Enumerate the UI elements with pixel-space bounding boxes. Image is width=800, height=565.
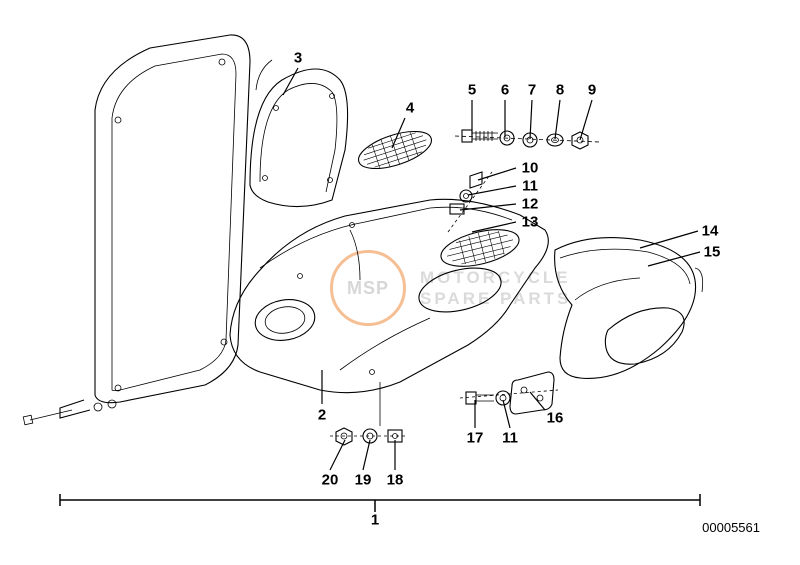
callout-11: 11 [502, 430, 518, 447]
leader-lines [283, 68, 700, 470]
callout-13: 13 [522, 214, 539, 231]
callout-10: 10 [522, 160, 539, 177]
part-fasteners-lower [330, 382, 408, 445]
callout-18: 18 [387, 472, 404, 489]
callout-8: 8 [556, 82, 564, 99]
part-fairing-right [555, 238, 703, 379]
callout-19: 19 [355, 472, 372, 489]
callout-5: 5 [468, 82, 476, 99]
callout-20: 20 [322, 472, 339, 489]
part-fairing-main [230, 199, 548, 392]
part-upper-shield [250, 60, 348, 207]
callout-16: 16 [547, 410, 564, 427]
baseline-frame [60, 494, 700, 512]
part-grille-upper [354, 124, 436, 176]
callout-3: 3 [294, 50, 302, 67]
diagram-canvas: MSP MOTORCYCLE SPARE PARTS [0, 0, 800, 565]
callout-9: 9 [588, 82, 596, 99]
callout-14: 14 [702, 223, 719, 240]
callout-6: 6 [501, 82, 509, 99]
part-fastener-stack [448, 172, 492, 232]
callout-2: 2 [318, 407, 326, 424]
callout-15: 15 [704, 244, 721, 261]
callout-4: 4 [406, 100, 414, 117]
callout-7: 7 [528, 82, 536, 99]
part-fastener-row [455, 130, 600, 149]
part-windshield [23, 35, 250, 425]
callout-11: 11 [522, 178, 538, 195]
callout-12: 12 [522, 196, 539, 213]
callout-17: 17 [467, 430, 484, 447]
reference-number: 00005561 [702, 520, 760, 535]
callout-1: 1 [371, 512, 379, 529]
